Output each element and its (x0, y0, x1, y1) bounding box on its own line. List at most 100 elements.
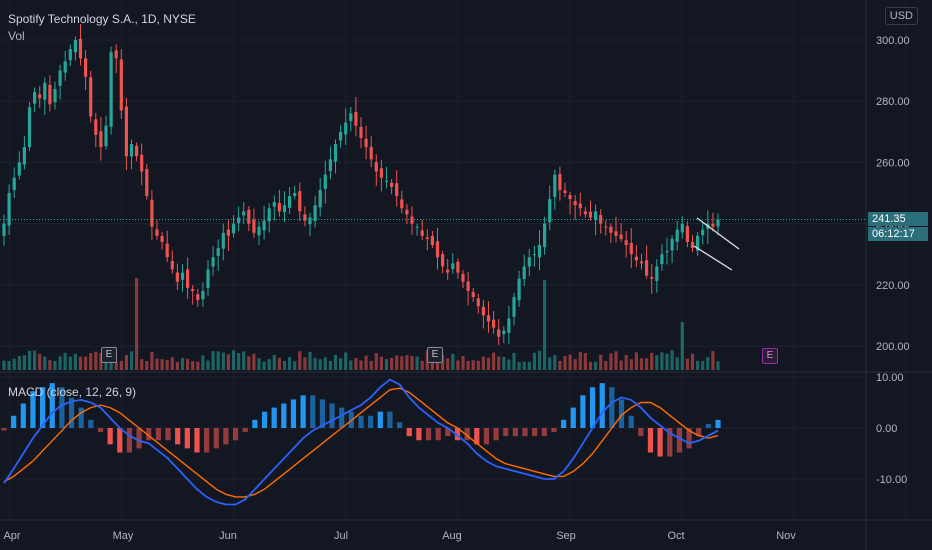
volume-bar (369, 360, 373, 370)
macd-histogram-bar (686, 428, 692, 449)
macd-histogram-bar (474, 428, 480, 445)
candle-body (655, 266, 659, 281)
volume-bar (206, 360, 210, 370)
candle-body (537, 245, 542, 258)
volume-bar (670, 350, 674, 370)
volume-bar (84, 356, 88, 370)
macd-histogram-bar (715, 419, 721, 428)
volume-bar (680, 322, 684, 370)
volume-bar (690, 353, 695, 370)
candle-body (114, 50, 118, 59)
candle-body (507, 318, 511, 333)
volume-bar (262, 361, 266, 370)
macd-histogram-bar (464, 428, 470, 441)
macd-histogram-bar (493, 428, 499, 441)
volume-bar (583, 353, 587, 370)
earnings-marker-may[interactable]: E (101, 347, 117, 363)
candle-body (201, 290, 205, 300)
candle-body (78, 38, 83, 59)
volume-bar (252, 353, 256, 370)
candle-body (410, 216, 414, 224)
macd-tick-label: 10.00 (876, 372, 904, 384)
volume-bar (588, 361, 593, 370)
volume-bar (379, 356, 383, 370)
earnings-marker-jul[interactable]: E (427, 347, 443, 363)
candle-body (456, 261, 460, 273)
volume-bar (53, 361, 57, 370)
macd-histogram-bar (358, 415, 364, 428)
candle-body (476, 298, 480, 307)
volume-bar (558, 360, 562, 370)
candle-body (155, 229, 159, 236)
candle-body (614, 231, 618, 236)
candle-body (573, 201, 577, 206)
candle-body (150, 199, 154, 227)
volume-bar (415, 356, 419, 370)
candle-body (420, 230, 424, 236)
candle-body (675, 229, 679, 242)
volume-bar (466, 360, 470, 370)
volume-bar (354, 357, 358, 370)
candle-body (390, 182, 394, 187)
candle-body (471, 292, 475, 298)
volume-bar (114, 361, 118, 370)
earnings-marker-upcoming[interactable]: E (762, 348, 778, 364)
candle-body (206, 269, 210, 288)
volume-bar (344, 352, 348, 370)
candle-body (277, 202, 281, 212)
volume-bar (165, 360, 169, 370)
volume-bar (660, 352, 664, 370)
candle-body (288, 196, 292, 208)
candle-body (588, 211, 593, 218)
volume-bar (145, 361, 149, 370)
volume-bar (563, 355, 567, 370)
candle-body (63, 61, 67, 73)
volume-bar (665, 353, 669, 370)
volume-bar (170, 357, 174, 370)
candle-body (645, 260, 649, 276)
volume-bar (17, 356, 21, 370)
macd-histogram-bar (252, 419, 258, 428)
time-tick-label: Jun (219, 530, 237, 542)
volume-bar (578, 351, 582, 370)
candle-body (415, 226, 419, 228)
macd-histogram-bar (580, 395, 586, 428)
macd-histogram-bar (194, 428, 200, 453)
candle-body (359, 126, 363, 138)
currency-button[interactable]: USD (884, 7, 918, 25)
macd-histogram-bar (78, 407, 84, 428)
candle-body (282, 205, 287, 212)
candle-body (58, 70, 62, 86)
volume-bar (226, 354, 230, 370)
candle-body (211, 257, 215, 267)
volume-bar (216, 351, 220, 370)
macd-histogram-bar (387, 411, 393, 428)
price-tick-label: 280.00 (876, 96, 910, 108)
macd-histogram-bar (232, 428, 239, 441)
candle-body (563, 190, 567, 193)
volume-bar (43, 356, 47, 370)
candle-body (140, 154, 144, 172)
macd-histogram-bar (638, 428, 644, 437)
candle-body (502, 330, 506, 335)
candle-body (267, 208, 271, 222)
candle-body (481, 306, 485, 316)
time-tick-label: Oct (667, 530, 684, 542)
candle-body (629, 242, 633, 255)
candle-body (84, 58, 88, 77)
volume-bar (675, 357, 679, 370)
candle-body (22, 147, 26, 165)
volume-bar (384, 359, 389, 370)
macd-histogram-bar (1, 428, 7, 431)
macd-histogram-bar (667, 428, 673, 457)
macd-histogram-bar (59, 387, 65, 428)
volume-bar (186, 358, 190, 370)
macd-histogram-bar (97, 428, 104, 433)
volume-bar (89, 353, 93, 370)
volume-bar (395, 355, 399, 370)
candle-body (33, 92, 37, 104)
macd-histogram-bar (184, 428, 190, 449)
candle-body (38, 94, 42, 99)
candle-body (135, 145, 139, 157)
